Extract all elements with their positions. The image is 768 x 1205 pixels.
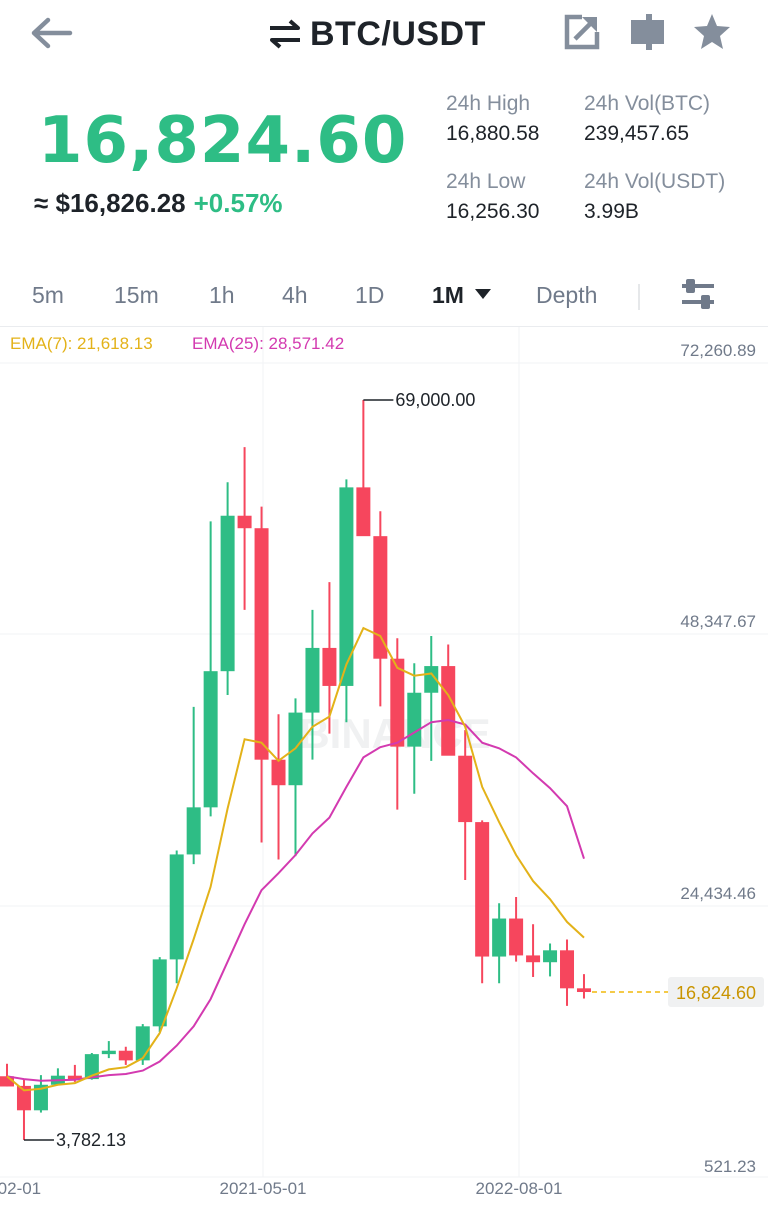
fiat-price: ≈ $16,826.28 [34, 188, 186, 218]
candle-body [254, 528, 269, 760]
y-tick-label: 521.23 [704, 1157, 756, 1176]
low-price-label: 3,782.13 [56, 1130, 126, 1150]
tab-divider [638, 284, 640, 310]
candle-body [0, 1076, 14, 1087]
candle-body [526, 955, 541, 963]
candle-body [16, 1085, 31, 1111]
share-icon[interactable] [562, 12, 602, 52]
candle-body [576, 988, 591, 993]
x-axis-labels: -02-01 2021-05-01 2022-08-01 [0, 1179, 562, 1198]
candle-body [33, 1084, 48, 1111]
candle-body [84, 1054, 99, 1080]
tab-1m[interactable]: 1M [432, 282, 492, 309]
candle-body [475, 822, 490, 957]
stat-24h-low: 24h Low 16,256.30 [446, 170, 539, 224]
candle-body [407, 692, 422, 747]
interval-tabs: 5m 15m 1h 4h 1D 1M Depth [0, 272, 768, 320]
candle-body [492, 918, 507, 957]
back-arrow-icon[interactable] [30, 14, 74, 52]
stat-24h-high: 24h High 16,880.58 [446, 92, 539, 146]
chart-annotations: 69,000.00 3,782.13 16,824.60 [23, 390, 764, 1150]
candlestick-compare-icon[interactable] [628, 12, 668, 52]
candle-body [169, 854, 184, 960]
stat-value: 16,880.58 [446, 122, 540, 145]
swap-arrows-icon [270, 19, 300, 49]
pair-selector[interactable]: BTC/USDT [268, 12, 486, 56]
candle-body [441, 666, 456, 756]
candle-body [67, 1075, 82, 1080]
x-tick-label: 2021-05-01 [220, 1179, 307, 1198]
current-price-tag [668, 977, 764, 1008]
candle-body [203, 671, 218, 808]
y-tick-label: 24,434.46 [680, 884, 756, 903]
stat-24h-vol-btc: 24h Vol(BTC) 239,457.65 [584, 92, 710, 146]
candle-body [305, 647, 320, 713]
pair-title: BTC/USDT [310, 14, 486, 53]
candle-body [509, 918, 524, 956]
candle-body [322, 647, 337, 686]
ema25-line [6, 718, 585, 1082]
high-price-label: 69,000.00 [395, 390, 475, 410]
stat-label: 24h High [446, 92, 531, 115]
x-tick-label: -02-01 [0, 1179, 41, 1198]
tab-1m-label: 1M [432, 282, 464, 308]
fiat-price-row: ≈ $16,826.28 +0.57% [34, 188, 283, 219]
stat-24h-vol-usdt: 24h Vol(USDT) 3.99B [584, 170, 725, 224]
candle-body [458, 755, 473, 823]
ema25-legend: EMA(25): 28,571.42 [192, 334, 345, 353]
caret-down-icon [475, 289, 492, 299]
tab-1h[interactable]: 1h [209, 282, 235, 308]
candle-body [424, 666, 439, 693]
stat-value: 16,256.30 [446, 200, 540, 223]
price-change-percent: +0.57% [193, 188, 283, 218]
candle-body [186, 807, 201, 855]
candle-body [543, 950, 558, 963]
candle-body [356, 487, 371, 537]
chart-settings-icon[interactable] [680, 278, 716, 312]
candle-body [135, 1026, 150, 1061]
stat-value: 239,457.65 [584, 122, 690, 145]
stat-label: 24h Vol(USDT) [584, 170, 726, 193]
tab-15m[interactable]: 15m [114, 282, 159, 308]
candle-body [339, 487, 354, 686]
y-tick-label: 48,347.67 [680, 612, 756, 631]
current-price-label: 16,824.60 [676, 983, 756, 1003]
candle-body [373, 536, 388, 659]
candle-body [118, 1050, 133, 1061]
y-axis-labels: 72,260.89 48,347.67 24,434.46 521.23 [680, 341, 756, 1176]
x-tick-label: 2022-08-01 [476, 1179, 563, 1198]
stat-value: 3.99B [584, 200, 639, 223]
candle-body [271, 759, 286, 786]
tabs-divider [0, 326, 768, 327]
candlestick-chart[interactable]: BINANCE 72,260.8948,347.6724,434.46521.2… [0, 327, 768, 1205]
candle-body [152, 959, 167, 1027]
tab-5m[interactable]: 5m [32, 282, 64, 308]
y-tick-label: 72,260.89 [680, 341, 756, 360]
tab-4h[interactable]: 4h [282, 282, 308, 308]
candle-body [220, 515, 235, 672]
tab-depth[interactable]: Depth [536, 282, 598, 308]
candle-body [560, 950, 575, 989]
candle-body [237, 515, 252, 529]
tab-1d[interactable]: 1D [355, 282, 385, 308]
ema7-legend: EMA(7): 21,618.13 [10, 334, 153, 353]
candle-body [390, 658, 405, 747]
stat-label: 24h Low [446, 170, 526, 193]
last-price: 16,824.60 [38, 104, 408, 178]
ema7-line [6, 626, 585, 1092]
candles [0, 399, 591, 1140]
stat-label: 24h Vol(BTC) [584, 92, 711, 115]
candle-body [101, 1050, 116, 1055]
header-bar: BTC/USDT [0, 0, 768, 70]
star-icon[interactable] [692, 12, 732, 52]
